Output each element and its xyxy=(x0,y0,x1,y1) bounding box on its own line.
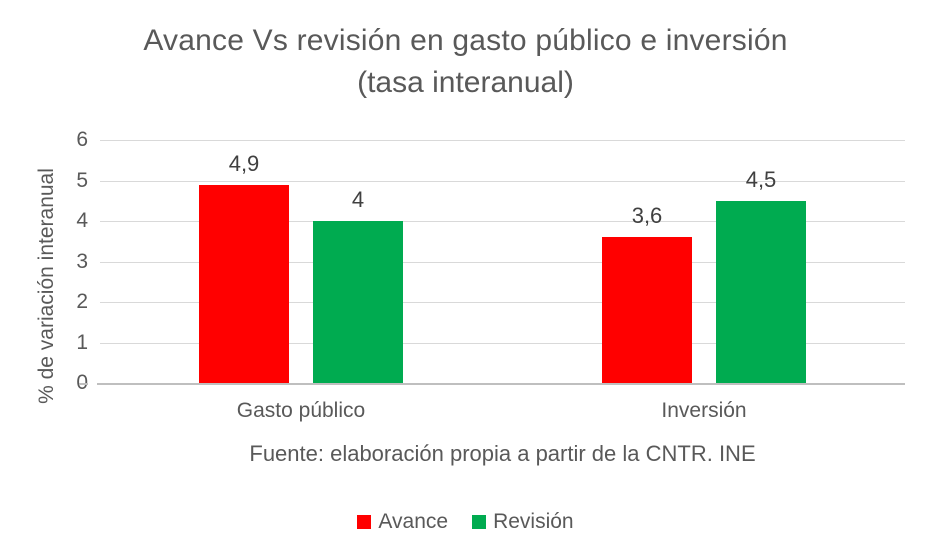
gridline xyxy=(100,302,905,303)
bar-data-label: 4 xyxy=(351,187,365,212)
axis-origin-tick xyxy=(79,383,88,385)
legend-item-avance: Avance xyxy=(357,511,448,532)
legend-label: Avance xyxy=(378,510,449,533)
y-axis-tick-label: 2 xyxy=(76,290,88,313)
chart-title: Avance Vs revisión en gasto público e in… xyxy=(143,24,788,57)
bar-revisión-1 xyxy=(313,221,403,383)
bar-avance-1 xyxy=(199,185,289,383)
gridline xyxy=(100,343,905,344)
x-axis-category-label: Gasto público xyxy=(236,399,366,422)
bar-avance-2 xyxy=(602,237,692,383)
legend: Avance Revisión xyxy=(0,511,931,532)
bar-data-label: 3,6 xyxy=(631,203,663,228)
bar-revisión-2 xyxy=(716,201,806,383)
y-axis-tick-label: 6 xyxy=(76,128,88,151)
bar-data-label: 4,9 xyxy=(228,151,260,176)
source-note: Fuente: elaboración propia a partir de l… xyxy=(249,441,756,466)
legend-label: Revisión xyxy=(493,510,574,533)
gridline xyxy=(100,221,905,222)
gridline xyxy=(100,140,905,141)
y-axis-tick-label: 0 xyxy=(48,370,88,396)
gridline xyxy=(100,181,905,182)
legend-swatch-icon xyxy=(357,514,372,529)
y-axis-tick-label: 5 xyxy=(76,169,88,192)
legend-item-revisión: Revisión xyxy=(472,511,574,532)
y-axis-tick-label: 1 xyxy=(76,331,88,354)
x-axis-line xyxy=(97,383,905,385)
y-axis-tick-label: 4 xyxy=(76,209,88,232)
bar-data-label: 4,5 xyxy=(745,167,777,192)
x-axis-category-label: Inversión xyxy=(661,399,747,422)
y-axis-tick-label: 3 xyxy=(76,250,88,273)
chart-subtitle: (tasa interanual) xyxy=(357,66,574,99)
legend-swatch-icon xyxy=(472,514,487,529)
gridline xyxy=(100,262,905,263)
